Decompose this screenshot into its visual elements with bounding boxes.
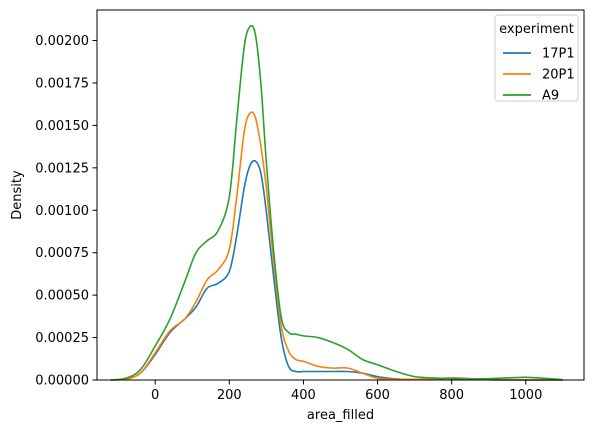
x-axis: 0 200 400 600 800 1000: [151, 380, 542, 403]
y-tick-label: 0.00075: [35, 246, 89, 261]
y-tick-label: 0.00175: [35, 76, 89, 91]
x-tick-label: 1000: [509, 388, 542, 403]
x-axis-label: area_filled: [307, 408, 374, 423]
legend-box: [494, 14, 579, 102]
legend-title: experiment: [499, 22, 574, 37]
legend-label-20p1: 20P1: [542, 68, 575, 83]
legend-label-a9: A9: [542, 89, 559, 104]
axes-frame: [96, 9, 585, 381]
y-tick-label: 0.00150: [35, 119, 89, 134]
x-tick-label: 600: [365, 388, 390, 403]
legend-label-17p1: 17P1: [542, 47, 575, 62]
series-lines: [110, 24, 563, 381]
x-tick-label: 400: [291, 388, 316, 403]
y-tick-label: 0.00125: [35, 161, 89, 176]
x-tick-label: 200: [217, 388, 242, 403]
y-tick-label: 0.00025: [35, 331, 89, 346]
y-tick-label: 0.00100: [35, 204, 89, 219]
legend-entries: 17P1 20P1 A9: [503, 47, 575, 104]
legend: experiment 17P1 20P1 A9: [494, 14, 579, 104]
x-tick-label: 800: [439, 388, 464, 403]
y-tick-label: 0.00000: [35, 374, 89, 389]
y-axis: 0.00000 0.00025 0.00050 0.00075 0.00100 0.001…: [35, 34, 97, 389]
y-axis-label: Density: [10, 170, 25, 220]
x-tick-label: 0: [151, 388, 159, 403]
y-tick-label: 0.00050: [35, 289, 89, 304]
series-line-a9: [110, 24, 563, 381]
y-tick-label: 0.00200: [35, 34, 89, 49]
